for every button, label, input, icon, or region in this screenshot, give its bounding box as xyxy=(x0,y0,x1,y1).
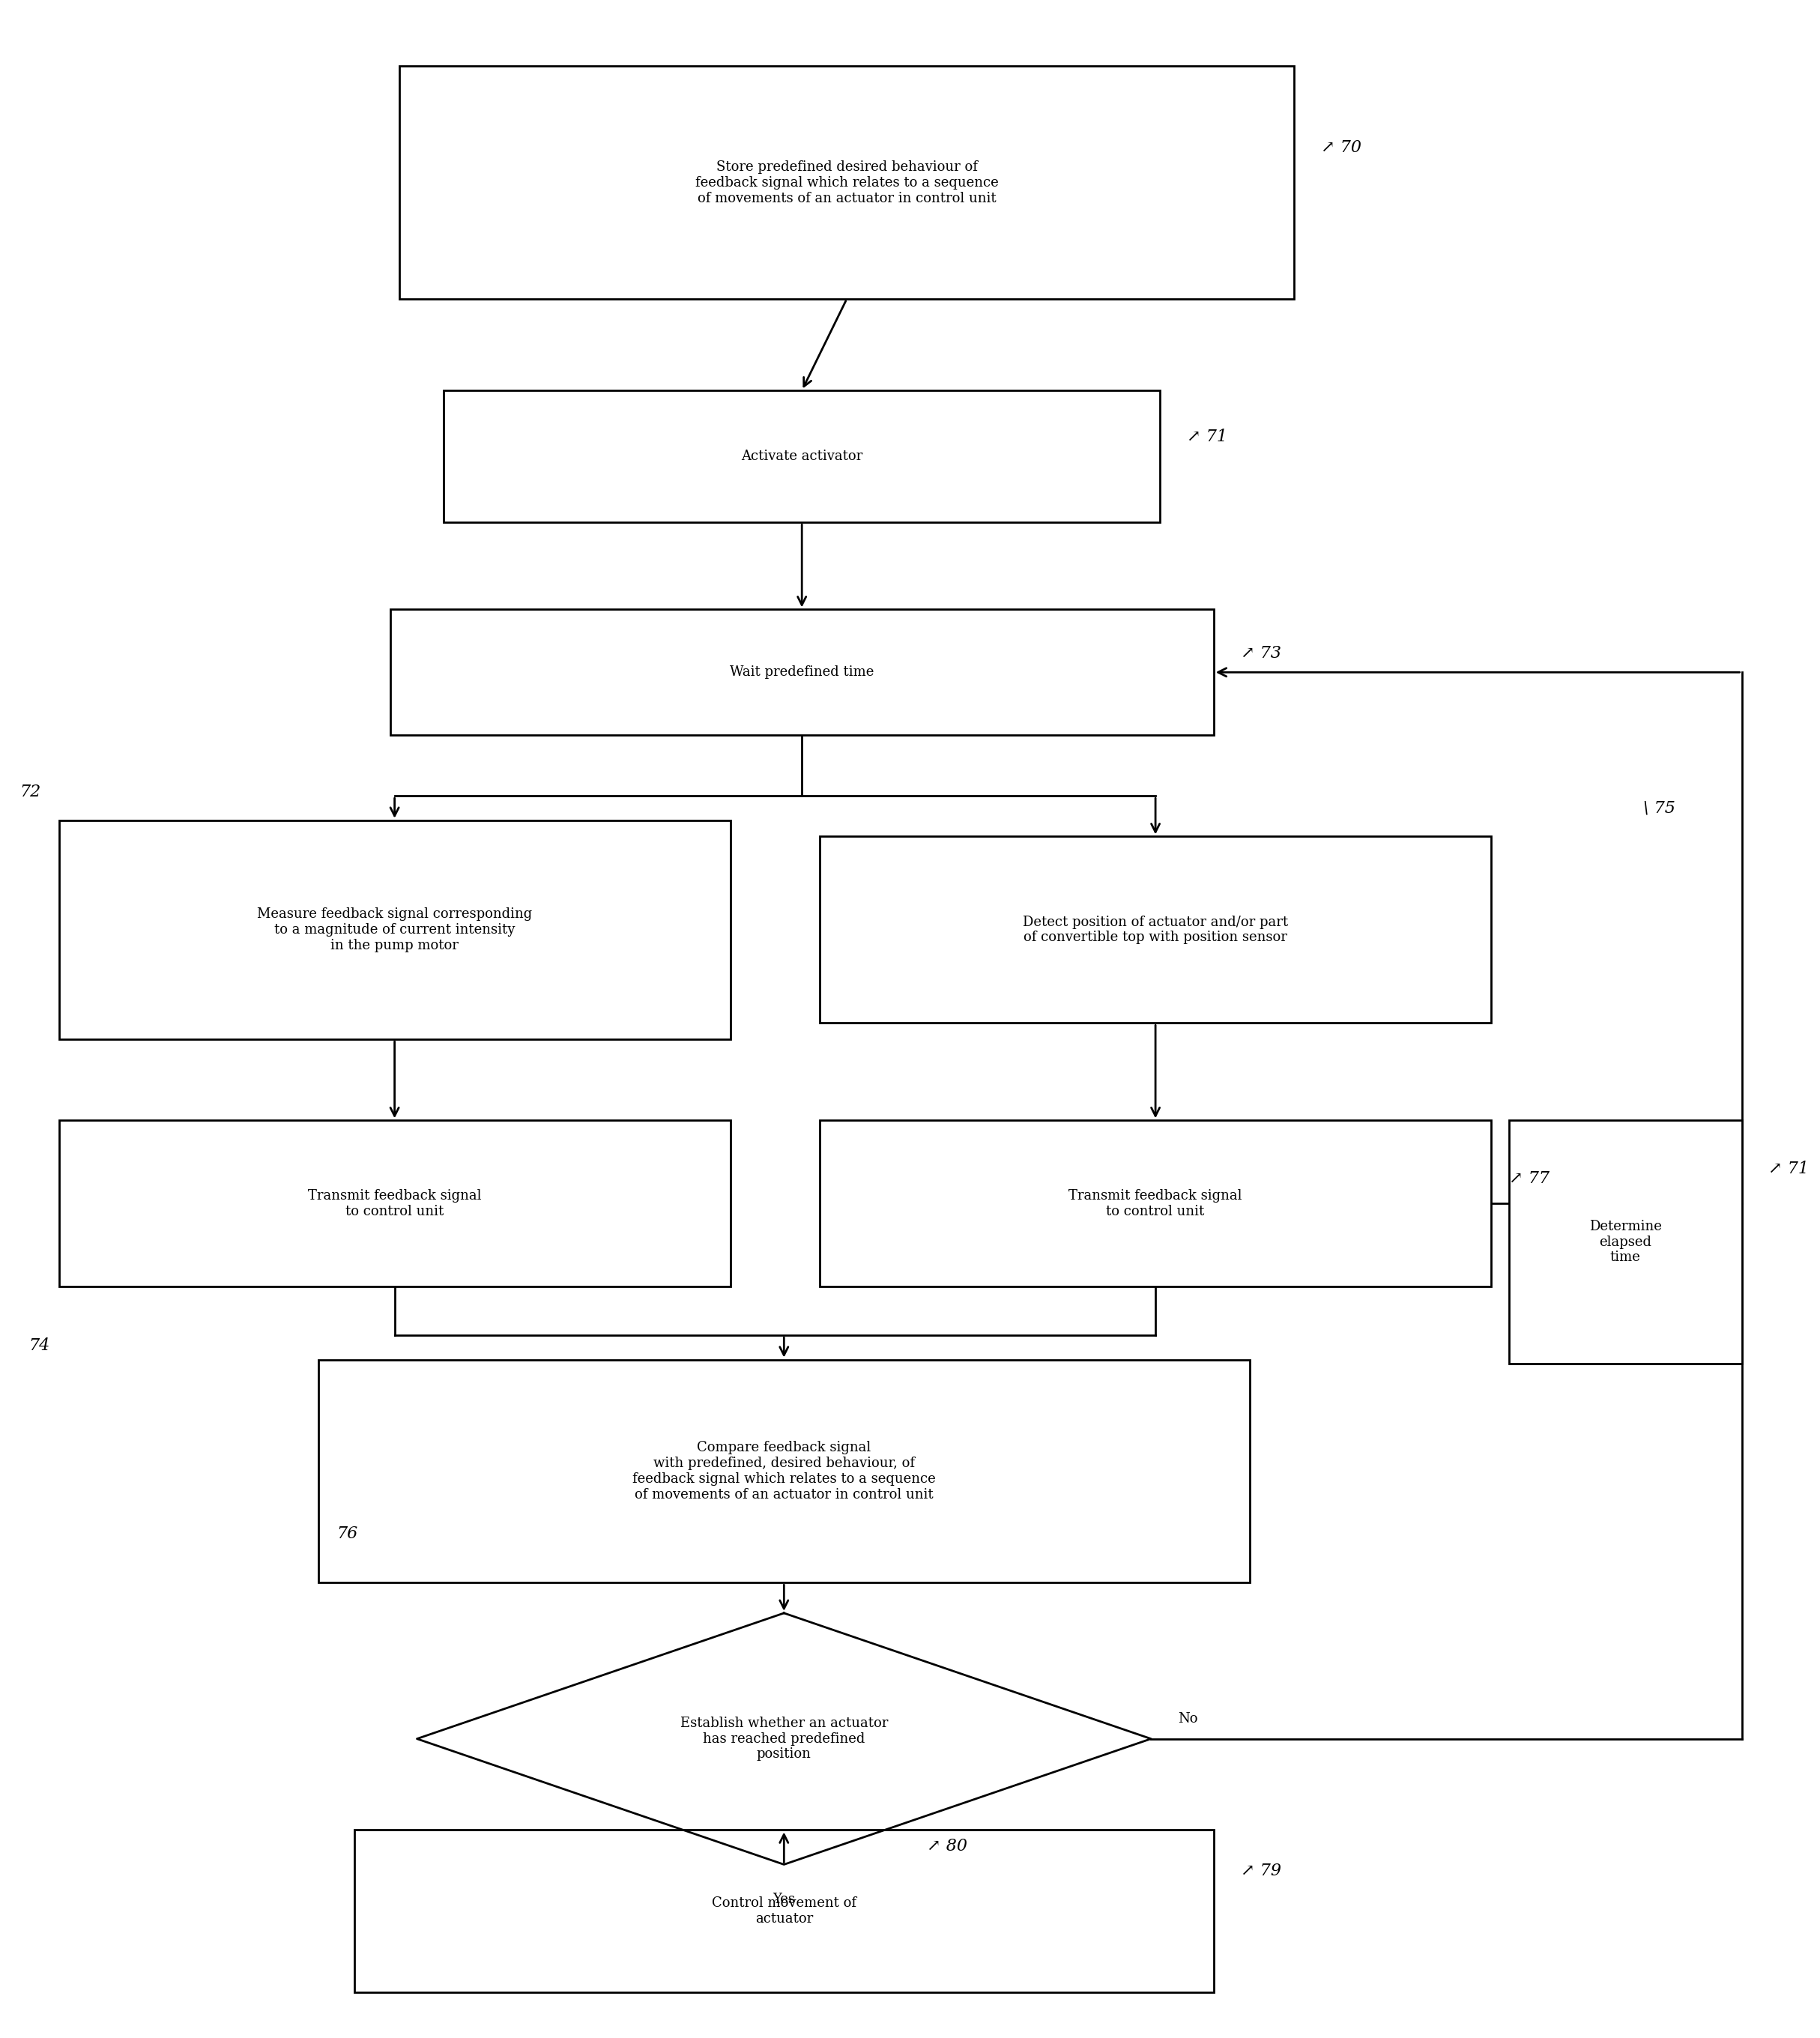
FancyBboxPatch shape xyxy=(819,836,1491,1023)
Text: ↗ 70: ↗ 70 xyxy=(1321,139,1361,155)
Text: Store predefined desired behaviour of
feedback signal which relates to a sequenc: Store predefined desired behaviour of fe… xyxy=(695,161,999,206)
Text: \ 75: \ 75 xyxy=(1643,799,1676,817)
Text: Measure feedback signal corresponding
to a magnitude of current intensity
in the: Measure feedback signal corresponding to… xyxy=(257,907,531,952)
Text: Compare feedback signal
with predefined, desired behaviour, of
feedback signal w: Compare feedback signal with predefined,… xyxy=(632,1441,935,1502)
Text: 72: 72 xyxy=(20,783,42,801)
FancyBboxPatch shape xyxy=(58,1121,730,1286)
Text: ↗ 80: ↗ 80 xyxy=(926,1838,968,1855)
Text: ↗ 73: ↗ 73 xyxy=(1241,646,1281,662)
FancyBboxPatch shape xyxy=(389,609,1214,736)
Text: Control movement of
actuator: Control movement of actuator xyxy=(712,1897,855,1926)
Text: Transmit feedback signal
to control unit: Transmit feedback signal to control unit xyxy=(308,1188,480,1219)
Text: Yes: Yes xyxy=(774,1893,795,1906)
FancyBboxPatch shape xyxy=(819,1121,1491,1286)
FancyBboxPatch shape xyxy=(399,65,1294,300)
Text: Activate activator: Activate activator xyxy=(741,450,863,463)
FancyBboxPatch shape xyxy=(58,821,730,1039)
Text: Detect position of actuator and/or part
of convertible top with position sensor: Detect position of actuator and/or part … xyxy=(1023,915,1289,944)
FancyBboxPatch shape xyxy=(444,391,1159,522)
FancyBboxPatch shape xyxy=(355,1830,1214,1993)
FancyBboxPatch shape xyxy=(318,1359,1250,1584)
Text: 76: 76 xyxy=(337,1526,357,1543)
Text: No: No xyxy=(1178,1712,1198,1726)
Text: Establish whether an actuator
has reached predefined
position: Establish whether an actuator has reache… xyxy=(681,1716,888,1761)
Text: Transmit feedback signal
to control unit: Transmit feedback signal to control unit xyxy=(1068,1188,1243,1219)
Text: ↗ 71: ↗ 71 xyxy=(1187,428,1227,444)
Text: ↗ 71: ↗ 71 xyxy=(1769,1162,1809,1178)
Text: Wait predefined time: Wait predefined time xyxy=(730,666,874,679)
Text: ↗ 79: ↗ 79 xyxy=(1241,1863,1281,1879)
Text: ↗ 77: ↗ 77 xyxy=(1509,1170,1549,1186)
Polygon shape xyxy=(417,1614,1150,1865)
Text: 74: 74 xyxy=(29,1337,49,1353)
FancyBboxPatch shape xyxy=(1509,1121,1742,1363)
Text: Determine
elapsed
time: Determine elapsed time xyxy=(1589,1219,1662,1264)
